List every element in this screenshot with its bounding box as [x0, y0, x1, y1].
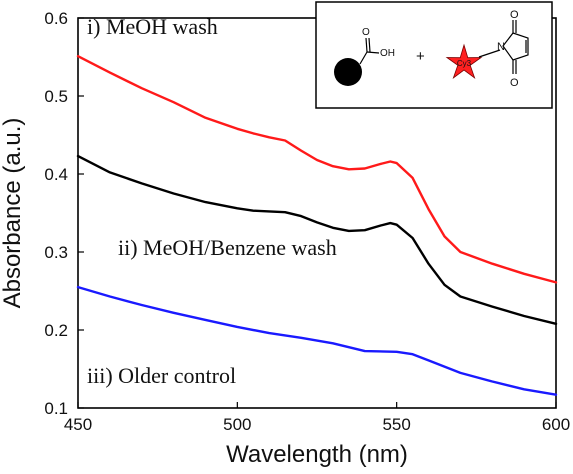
- x-axis-title: Wavelength (nm): [226, 441, 408, 468]
- nitrogen-label: N: [497, 41, 505, 53]
- x-tick-label: 600: [542, 415, 570, 434]
- hydroxyl-bond: [366, 51, 380, 54]
- nanoparticle-icon: [334, 58, 362, 86]
- maleimide-ring-icon: [502, 32, 529, 61]
- series-line-2: [76, 154, 558, 325]
- cy3-label: Cy3: [457, 59, 472, 68]
- y-tick-label: 0.2: [44, 321, 68, 340]
- carbonyl-bond-2: [368, 37, 371, 53]
- y-tick-label: 0.4: [44, 165, 68, 184]
- x-tick-label: 500: [223, 415, 251, 434]
- inset-frame: [315, 1, 553, 109]
- particle-bond: [359, 51, 368, 65]
- series-label-meoh-benzene: ii) MeOH/Benzene wash: [118, 235, 337, 260]
- cy3-star-icon: [445, 43, 483, 80]
- y-tick-label: 0.6: [44, 9, 68, 28]
- y-tick-label: 0.3: [44, 243, 68, 262]
- ticks-group: 450 500 550 600 0.1 0.2 0.3 0.4 0.5 0.6: [44, 9, 570, 434]
- maleimide-oxygen-top: O: [510, 9, 519, 21]
- linker-bond: [478, 49, 501, 58]
- series-label-older-control: iii) Older control: [87, 363, 236, 388]
- carbonyl-bond-1: [365, 37, 368, 53]
- y-axis-title: Absorbance (a.u.): [0, 118, 26, 309]
- series-line-1: [76, 55, 558, 284]
- carbonyl-oxygen-label: O: [362, 27, 370, 38]
- hydroxyl-label: OH: [380, 48, 395, 59]
- y-tick-label: 0.1: [44, 399, 68, 418]
- chemistry-inset: O OH + Cy3 N O O: [315, 1, 553, 109]
- maleimide-oxygen-bottom: O: [510, 77, 519, 89]
- plus-sign: +: [416, 48, 425, 65]
- x-tick-label: 550: [382, 415, 410, 434]
- y-tick-label: 0.5: [44, 87, 68, 106]
- series-line-3: [76, 285, 558, 396]
- series-label-meoh: i) MeOH wash: [87, 14, 218, 39]
- series-lines: [76, 55, 558, 396]
- x-tick-label: 450: [64, 415, 92, 434]
